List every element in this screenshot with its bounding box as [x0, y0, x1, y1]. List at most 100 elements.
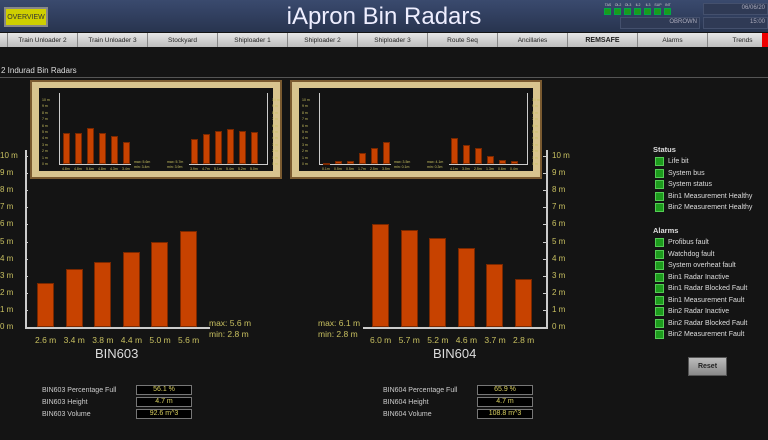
nav-tab-stockyard[interactable]: Stockyard: [148, 33, 218, 47]
y-tick: [543, 156, 546, 157]
nav-tab-shiploader-1[interactable]: Shiploader 1: [218, 33, 288, 47]
alarm-indicator[interactable]: [762, 33, 768, 47]
mini-bar: [75, 133, 82, 164]
led-indicator: [644, 8, 651, 15]
indicator-icon: [655, 180, 664, 190]
readout-row: BIN604 Height 4.7 m: [383, 397, 533, 407]
mini-y-axis: [527, 93, 528, 165]
mini-x-axis: [319, 164, 391, 165]
alarms-label: System overheat fault: [668, 262, 736, 270]
mini-bar: [323, 163, 330, 166]
indicator-icon: [655, 157, 664, 167]
mini-x-axis: [449, 164, 528, 165]
indicator-icon: [655, 330, 664, 340]
status-led: IL2: [634, 3, 642, 15]
status-panel: Status Life bit System bus System status Bin…: [653, 145, 752, 214]
mini-y-tick: 0 m: [42, 162, 48, 166]
max-label: max: 5.6 m: [209, 318, 252, 328]
mini-bar-label: 0.6m: [498, 167, 506, 171]
mini-bar: [123, 142, 130, 164]
mini-bar-label: 4.8m: [98, 167, 106, 171]
readout-label: BIN603 Percentage Full: [42, 386, 117, 394]
mini-bar: [335, 160, 342, 164]
alarms-item: Bin1 Measurement Fault: [655, 295, 747, 307]
mini-y-tick: 2 m: [272, 149, 278, 154]
bar: [37, 282, 54, 327]
status-led: OL2: [614, 3, 622, 15]
bin603-readouts: BIN603 Percentage Full 56.1 % BIN603 Heigh…: [42, 385, 192, 419]
indicator-icon: [655, 295, 664, 305]
mini-min: min: 3.4m: [134, 165, 150, 169]
readout-row: BIN604 Volume 108.8 m^3: [383, 409, 533, 419]
y-tick: [25, 207, 28, 209]
status-item: System status: [655, 179, 752, 191]
mini-min: min: 0.1m: [394, 165, 410, 169]
mini-bar-label: 2.5m: [474, 167, 482, 171]
led-label: OL2: [614, 3, 622, 7]
y-tick-label: 10 m: [552, 151, 570, 160]
breadcrumb: 2 Indurad Bin Radars: [1, 66, 77, 75]
y-tick: [543, 292, 546, 294]
indicator-icon: [655, 284, 664, 294]
indicator-icon: [655, 238, 664, 248]
mini-y-tick: 1 m: [272, 155, 278, 160]
indicator-icon: [655, 191, 664, 201]
mini-bar: [111, 136, 118, 164]
bin-title: BIN603: [95, 346, 139, 361]
alarms-item: Bin2 Measurement Fault: [655, 329, 747, 341]
nav-tab-route-seq[interactable]: Route Seq: [428, 33, 498, 47]
y-tick-label: 1 m: [0, 304, 14, 314]
mini-min: min: 0.3m: [427, 165, 443, 169]
nav-tab-remsafe[interactable]: REMSAFE: [568, 33, 638, 47]
nav-tab-train-unloader-2[interactable]: Train Unloader 2: [8, 33, 78, 47]
status-title: Status: [653, 145, 676, 154]
nav-tab-hidden[interactable]: [0, 33, 8, 47]
nav-tab-train-unloader-3[interactable]: Train Unloader 3: [78, 33, 148, 47]
nav-tab-trends[interactable]: Trends: [708, 33, 768, 47]
led-indicator: [634, 8, 641, 15]
mini-y-tick: 10 m: [42, 98, 50, 102]
y-tick-label: 8 m: [0, 185, 14, 195]
status-label: System bus: [668, 169, 705, 177]
mini-bar-label: 0.5m: [346, 167, 354, 171]
mini-bar-label: 3.5m: [382, 167, 390, 171]
bar-label: 5.6 m: [178, 335, 200, 345]
page-title: iApron Bin Radars: [286, 3, 482, 30]
y-tick-label: 7 m: [552, 202, 566, 212]
mini-bar-label: 2.5m: [370, 167, 378, 171]
bar: [65, 268, 83, 327]
y-tick-label: 3 m: [0, 270, 14, 280]
mini-bar-label: 3.4m: [122, 167, 130, 171]
readout-label: BIN604 Volume: [383, 410, 432, 418]
overview-button[interactable]: OVERVIEW: [4, 7, 48, 27]
mini-y-tick: 10 m: [532, 98, 540, 102]
bin-title: BIN604: [433, 346, 477, 361]
mini-y-tick: 0 m: [532, 162, 538, 166]
status-label: System status: [668, 181, 712, 189]
mini-y-tick: 6 m: [302, 123, 308, 128]
status-item: System bus: [655, 168, 752, 180]
nav-tab-alarms[interactable]: Alarms: [638, 33, 708, 47]
alarms-item: Bin1 Radar Blocked Fault: [655, 283, 747, 295]
nav-tab-ancillaries[interactable]: Ancillaries: [498, 33, 568, 47]
nav-tab-shiploader-3[interactable]: Shiploader 3: [358, 33, 428, 47]
mini-bar-label: 4.8m: [62, 167, 70, 171]
mini-y-tick: 0 m: [302, 162, 308, 166]
y-tick: [25, 190, 28, 192]
alarms-label: Bin2 Radar Blocked Fault: [668, 319, 748, 327]
mini-bar: [511, 161, 518, 164]
nav-tab-shiploader-2[interactable]: Shiploader 2: [288, 33, 358, 47]
header-bar: OVERVIEW iApron Bin Radars TAS OL2 OL3 IL2 I…: [0, 0, 768, 32]
mini-bar: [191, 139, 198, 164]
led-label: TAS: [604, 3, 612, 7]
alarms-item: System overheat fault: [655, 260, 747, 272]
mini-y-tick: 6 m: [42, 123, 48, 128]
x-axis: [363, 327, 548, 329]
readout-label: BIN603 Volume: [42, 410, 91, 418]
y-tick: [543, 327, 546, 328]
mini-bar: [359, 153, 366, 164]
reset-button[interactable]: Reset: [688, 357, 727, 376]
y-tick: [543, 190, 546, 192]
